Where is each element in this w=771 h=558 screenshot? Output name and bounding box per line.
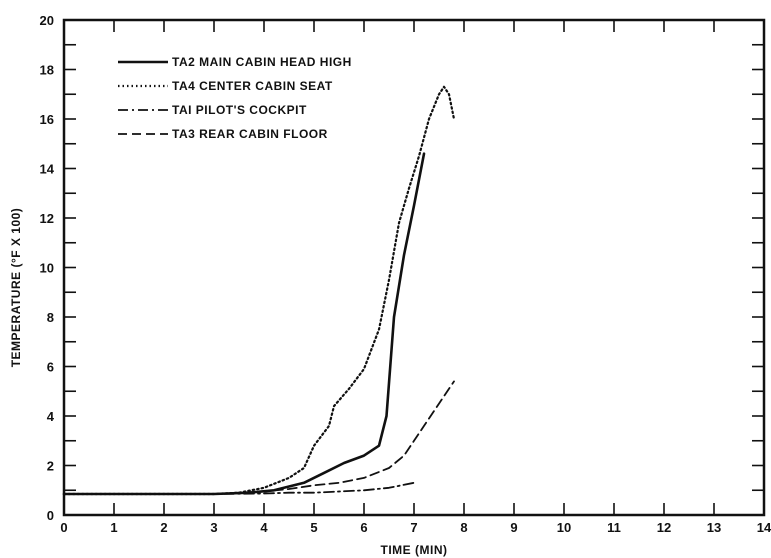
x-tick-label: 9	[510, 520, 517, 535]
y-tick-label: 14	[40, 162, 55, 177]
x-tick-label: 11	[607, 520, 621, 535]
x-tick-label: 10	[557, 520, 571, 535]
x-tick-label: 2	[160, 520, 167, 535]
x-tick-label: 0	[60, 520, 67, 535]
legend: TA2 MAIN CABIN HEAD HIGH TA4 CENTER CABIN…	[118, 55, 352, 141]
plot-frame	[62, 18, 766, 517]
y-tick-label: 18	[40, 63, 54, 78]
x-tick-label: 7	[410, 520, 417, 535]
y-tick-label: 20	[40, 13, 54, 28]
ta3-rear-cabin-line	[63, 380, 455, 495]
x-tick-label: 5	[310, 520, 317, 535]
x-tick-label: 12	[657, 520, 671, 535]
y-tick-label: 6	[47, 360, 54, 375]
x-tick-label: 13	[707, 520, 721, 535]
ticks-layer	[63, 19, 765, 516]
legend-label: TA4 CENTER CABIN SEAT	[172, 79, 333, 93]
x-tick-label: 1	[110, 520, 117, 535]
y-tick-label: 10	[40, 261, 54, 276]
y-tick-label: 0	[47, 508, 54, 523]
x-tick-label: 8	[460, 520, 467, 535]
x-tick-label: 4	[260, 520, 268, 535]
legend-label: TA3 REAR CABIN FLOOR	[172, 127, 328, 141]
y-axis-title: TEMPERATURE (°F X 100)	[9, 208, 23, 368]
legend-label: TA2 MAIN CABIN HEAD HIGH	[172, 55, 352, 69]
series-layer	[62, 85, 456, 496]
ta4-center-cabin-line	[62, 85, 456, 496]
y-tick-label: 8	[47, 310, 54, 325]
y-tick-label: 16	[40, 112, 54, 127]
y-tick-label: 12	[40, 211, 54, 226]
y-tick-label: 4	[47, 409, 55, 424]
x-tick-label: 6	[360, 520, 367, 535]
x-axis-title: TIME (MIN)	[381, 543, 448, 557]
x-tick-label: 14	[757, 520, 771, 535]
x-tick-label: 3	[210, 520, 217, 535]
ta2-main-cabin-line	[62, 152, 426, 496]
y-tick-label: 2	[47, 459, 54, 474]
legend-label: TAI PILOT'S COCKPIT	[172, 103, 307, 117]
